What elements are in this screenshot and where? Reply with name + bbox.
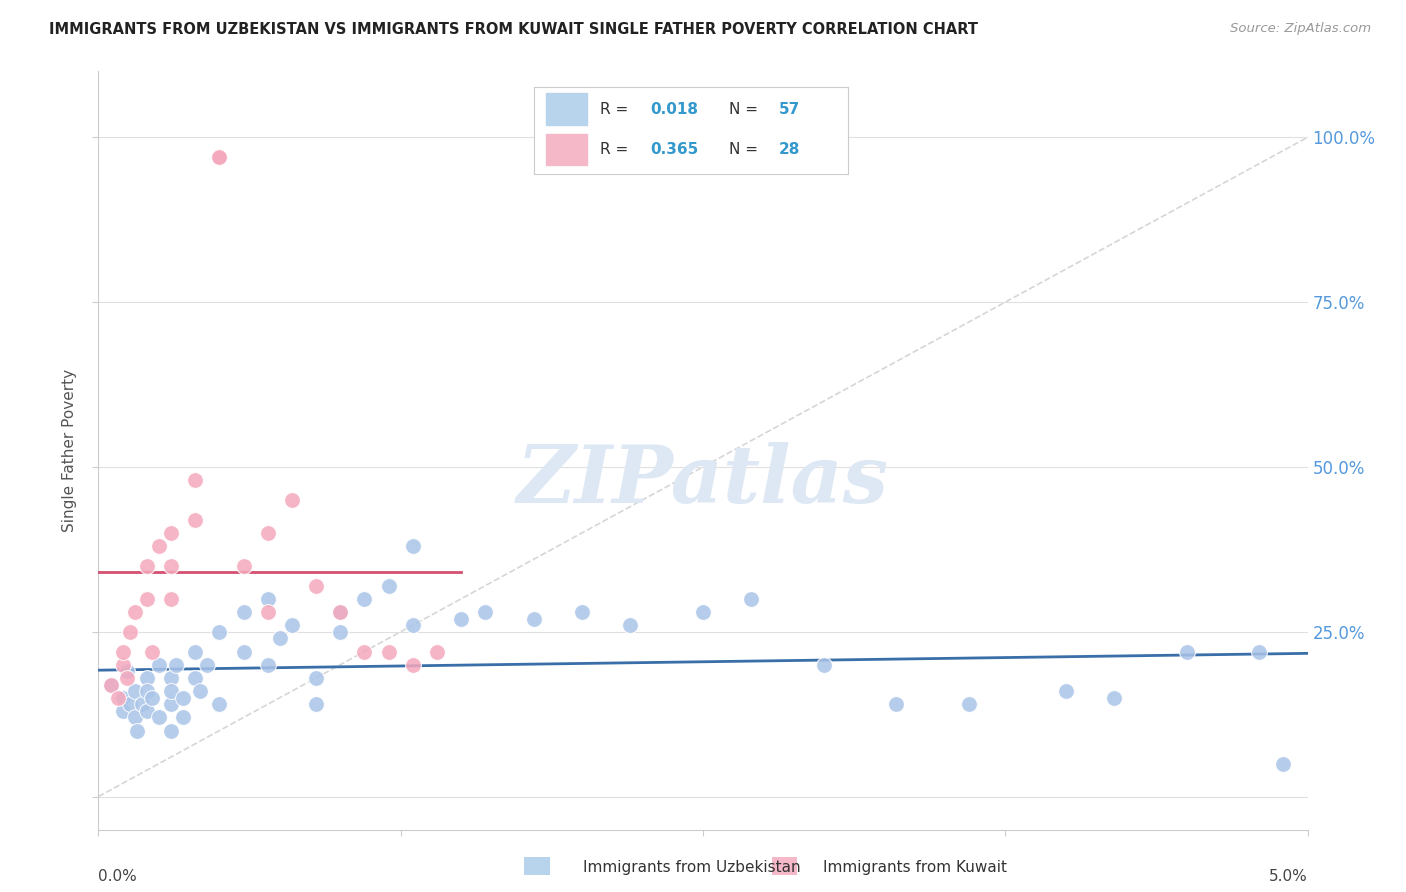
Point xyxy=(305,698,328,712)
Point xyxy=(256,525,278,540)
Point xyxy=(117,671,139,685)
Point xyxy=(402,618,425,632)
Point xyxy=(281,492,304,507)
Text: 5.0%: 5.0% xyxy=(1268,869,1308,884)
Point xyxy=(141,690,163,705)
Point xyxy=(100,677,122,691)
Point xyxy=(172,710,194,724)
Point xyxy=(256,591,278,606)
Point xyxy=(148,657,170,672)
Point xyxy=(1054,684,1077,698)
Point xyxy=(160,525,183,540)
Point xyxy=(269,632,291,646)
Point xyxy=(232,558,254,573)
Point xyxy=(886,698,908,712)
Point xyxy=(813,657,835,672)
Point xyxy=(208,624,231,639)
Point xyxy=(131,698,153,712)
Point xyxy=(256,657,278,672)
Point xyxy=(160,671,183,685)
Point xyxy=(619,618,641,632)
Point xyxy=(571,605,593,619)
Point xyxy=(124,605,146,619)
Point xyxy=(523,611,546,625)
Point xyxy=(107,690,129,705)
Point xyxy=(1249,644,1271,658)
Point xyxy=(160,558,183,573)
Point xyxy=(111,704,134,718)
Point xyxy=(1102,690,1125,705)
Point xyxy=(402,657,425,672)
Point xyxy=(208,150,231,164)
Point xyxy=(160,723,183,738)
Point xyxy=(329,605,352,619)
Point xyxy=(141,644,163,658)
Point xyxy=(377,644,399,658)
Text: ZIPatlas: ZIPatlas xyxy=(517,442,889,519)
Point xyxy=(111,690,134,705)
Point xyxy=(184,513,207,527)
Point xyxy=(208,698,231,712)
Point xyxy=(353,644,375,658)
Point xyxy=(329,605,352,619)
Point xyxy=(256,605,278,619)
Point xyxy=(100,677,122,691)
Text: IMMIGRANTS FROM UZBEKISTAN VS IMMIGRANTS FROM KUWAIT SINGLE FATHER POVERTY CORRE: IMMIGRANTS FROM UZBEKISTAN VS IMMIGRANTS… xyxy=(49,22,979,37)
Point xyxy=(1175,644,1198,658)
Point xyxy=(117,665,139,679)
Point xyxy=(740,591,762,606)
Point xyxy=(377,579,399,593)
Point xyxy=(165,657,187,672)
Point xyxy=(148,539,170,553)
Point xyxy=(305,671,328,685)
Point xyxy=(188,684,211,698)
Point xyxy=(118,698,141,712)
Text: Immigrants from Kuwait: Immigrants from Kuwait xyxy=(823,860,1007,874)
Point xyxy=(172,690,194,705)
Point xyxy=(195,657,218,672)
Point xyxy=(184,473,207,487)
Point xyxy=(692,605,714,619)
Text: 0.0%: 0.0% xyxy=(98,869,138,884)
Point xyxy=(353,591,375,606)
Point xyxy=(281,618,304,632)
Point xyxy=(124,710,146,724)
Point xyxy=(232,644,254,658)
Point xyxy=(232,605,254,619)
Point xyxy=(118,624,141,639)
Point xyxy=(184,671,207,685)
Point xyxy=(184,644,207,658)
Text: Immigrants from Uzbekistan: Immigrants from Uzbekistan xyxy=(583,860,801,874)
Point xyxy=(160,591,183,606)
Point xyxy=(305,579,328,593)
Point xyxy=(135,558,157,573)
Point xyxy=(135,671,157,685)
Point xyxy=(124,684,146,698)
Point xyxy=(1272,756,1295,771)
Point xyxy=(135,704,157,718)
Point xyxy=(111,657,134,672)
Text: Source: ZipAtlas.com: Source: ZipAtlas.com xyxy=(1230,22,1371,36)
Point xyxy=(160,684,183,698)
Point xyxy=(135,591,157,606)
Point xyxy=(148,710,170,724)
Point xyxy=(426,644,449,658)
Point xyxy=(329,624,352,639)
Point xyxy=(160,698,183,712)
Point xyxy=(208,150,231,164)
Point xyxy=(474,605,496,619)
Point xyxy=(135,684,157,698)
Point xyxy=(111,644,134,658)
Point xyxy=(402,539,425,553)
Point xyxy=(957,698,980,712)
Y-axis label: Single Father Poverty: Single Father Poverty xyxy=(62,369,77,532)
Point xyxy=(450,611,472,625)
Point xyxy=(127,723,149,738)
